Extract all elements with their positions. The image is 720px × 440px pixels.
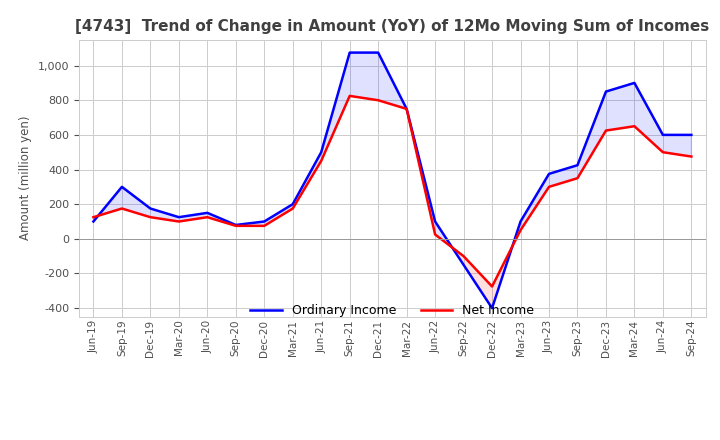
Net Income xyxy=(431,232,439,237)
Net Income xyxy=(545,184,554,190)
Net Income xyxy=(232,223,240,228)
Net Income xyxy=(459,253,468,259)
Ordinary Income xyxy=(146,206,155,211)
Net Income xyxy=(203,215,212,220)
Net Income xyxy=(602,128,611,133)
Ordinary Income xyxy=(117,184,126,190)
Ordinary Income xyxy=(687,132,696,138)
Net Income xyxy=(289,206,297,211)
Net Income xyxy=(630,124,639,129)
Ordinary Income xyxy=(260,219,269,224)
Ordinary Income xyxy=(545,171,554,176)
Net Income xyxy=(374,98,382,103)
Net Income xyxy=(146,215,155,220)
Net Income xyxy=(487,284,496,289)
Ordinary Income xyxy=(459,262,468,268)
Ordinary Income xyxy=(346,50,354,55)
Line: Ordinary Income: Ordinary Income xyxy=(94,53,691,308)
Line: Net Income: Net Income xyxy=(94,96,691,286)
Ordinary Income xyxy=(659,132,667,138)
Net Income xyxy=(573,176,582,181)
Ordinary Income xyxy=(174,215,183,220)
Legend: Ordinary Income, Net Income: Ordinary Income, Net Income xyxy=(246,299,539,323)
Ordinary Income xyxy=(487,305,496,311)
Title: [4743]  Trend of Change in Amount (YoY) of 12Mo Moving Sum of Incomes: [4743] Trend of Change in Amount (YoY) o… xyxy=(76,19,709,34)
Ordinary Income xyxy=(602,89,611,94)
Net Income xyxy=(687,154,696,159)
Y-axis label: Amount (million yen): Amount (million yen) xyxy=(19,116,32,240)
Net Income xyxy=(117,206,126,211)
Ordinary Income xyxy=(516,219,525,224)
Net Income xyxy=(89,215,98,220)
Net Income xyxy=(402,106,411,111)
Ordinary Income xyxy=(431,219,439,224)
Ordinary Income xyxy=(289,202,297,207)
Ordinary Income xyxy=(89,219,98,224)
Net Income xyxy=(174,219,183,224)
Net Income xyxy=(317,158,325,164)
Net Income xyxy=(516,227,525,233)
Ordinary Income xyxy=(374,50,382,55)
Ordinary Income xyxy=(630,80,639,85)
Ordinary Income xyxy=(573,162,582,168)
Net Income xyxy=(346,93,354,99)
Net Income xyxy=(659,150,667,155)
Ordinary Income xyxy=(402,106,411,111)
Net Income xyxy=(260,223,269,228)
Ordinary Income xyxy=(203,210,212,216)
Ordinary Income xyxy=(317,150,325,155)
Ordinary Income xyxy=(232,222,240,227)
